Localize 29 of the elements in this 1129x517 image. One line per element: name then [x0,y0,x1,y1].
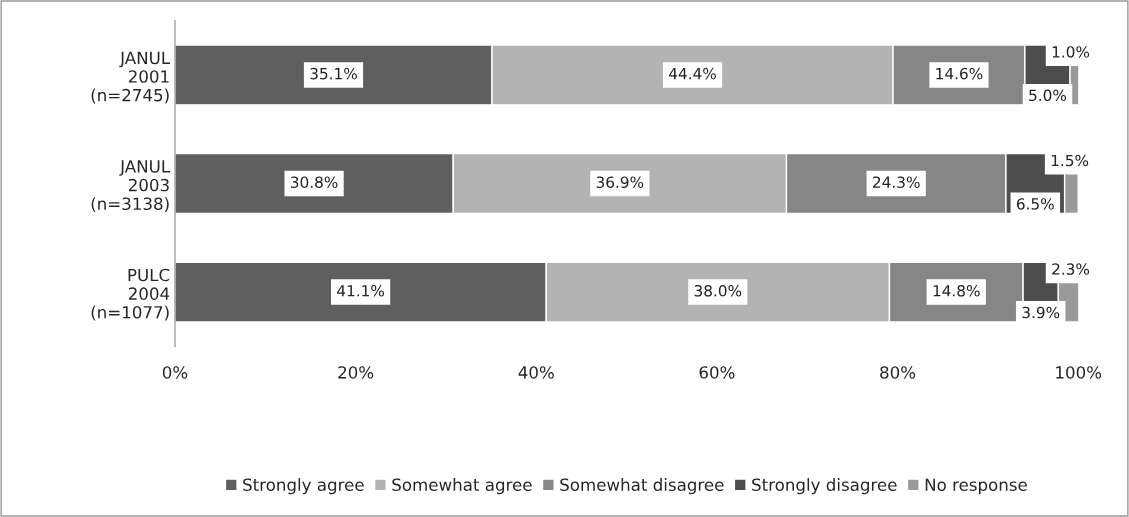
data-label: 5.0% [1029,89,1067,102]
legend-label: Strongly disagree [752,478,897,495]
data-label: 44.4% [669,67,716,80]
legend-label: Somewhat disagree [560,478,724,495]
y-tick-label: JANUL 2003 (n=3138) [91,160,171,212]
x-tick-label: 100% [1056,366,1102,379]
y-tick-label: PULC 2004 (n=1077) [91,268,170,321]
legend-label: Somewhat agree [392,478,532,495]
data-label: 36.9% [596,176,644,188]
legend-label: Strongly agree [243,478,364,495]
data-label: 1.0% [1052,46,1090,58]
data-label: 35.1% [310,67,357,80]
data-label: 41.1% [337,284,385,297]
y-tick-label: JANUL 2001 (n=2745) [91,51,171,104]
data-label: 6.5% [1016,198,1054,210]
x-tick-label: 40% [518,366,554,379]
data-label: 30.8% [290,176,338,188]
x-tick-label: 80% [880,366,916,379]
data-label: 24.3% [873,176,920,188]
data-label: 14.6% [936,67,983,80]
data-label: 1.5% [1051,154,1089,167]
data-label: 14.8% [933,284,980,297]
data-label: 3.9% [1022,306,1060,319]
x-tick-label: 0% [162,366,188,379]
data-label: 2.3% [1052,263,1090,275]
x-tick-label: 60% [699,366,735,379]
legend-label: No response [925,478,1027,495]
data-label: 38.0% [694,284,742,297]
x-tick-label: 20% [338,366,374,379]
